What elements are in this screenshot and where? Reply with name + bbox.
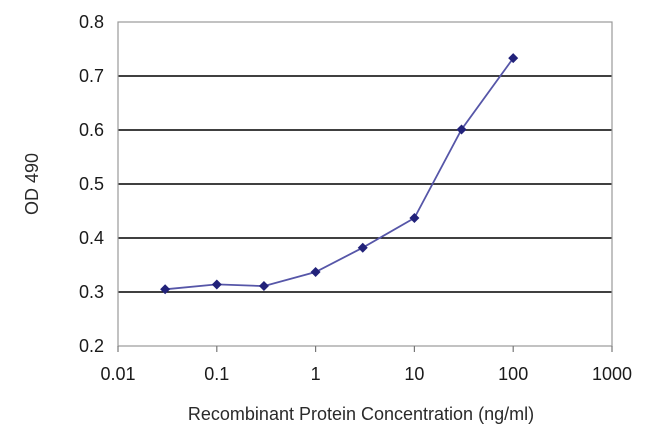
data-point-marker (310, 267, 321, 278)
x-tick-label: 0.01 (100, 364, 135, 384)
x-tick-label: 100 (498, 364, 528, 384)
gridlines (118, 75, 612, 293)
y-axis-title: OD 490 (22, 153, 42, 215)
data-point-marker (160, 284, 171, 295)
y-tick-label: 0.6 (79, 120, 104, 140)
y-tick-label: 0.2 (79, 336, 104, 356)
x-axis-ticks (117, 346, 613, 352)
data-point-marker (409, 213, 420, 224)
y-tick-label: 0.5 (79, 174, 104, 194)
x-tick-label: 1 (311, 364, 321, 384)
y-tick-label: 0.4 (79, 228, 104, 248)
y-tick-label: 0.3 (79, 282, 104, 302)
plot-area-border (117, 21, 613, 347)
y-tick-label: 0.7 (79, 66, 104, 86)
x-axis-title: Recombinant Protein Concentration (ng/ml… (188, 404, 534, 424)
y-tick-label: 0.8 (79, 12, 104, 32)
data-points (160, 53, 519, 295)
series-line (165, 57, 514, 291)
data-point-marker (456, 124, 467, 135)
y-axis-tick-labels: 0.2 0.3 0.4 0.5 0.6 0.7 0.8 (79, 12, 104, 356)
data-point-marker (357, 242, 368, 253)
x-tick-label: 1000 (592, 364, 632, 384)
series-polyline (165, 57, 514, 291)
data-point-marker (258, 281, 269, 292)
x-axis-tick-labels: 0.01 0.1 1 10 100 1000 (100, 364, 632, 384)
data-point-marker (211, 279, 222, 290)
x-tick-label: 10 (404, 364, 424, 384)
x-tick-label: 0.1 (204, 364, 229, 384)
data-point-marker (508, 53, 519, 64)
